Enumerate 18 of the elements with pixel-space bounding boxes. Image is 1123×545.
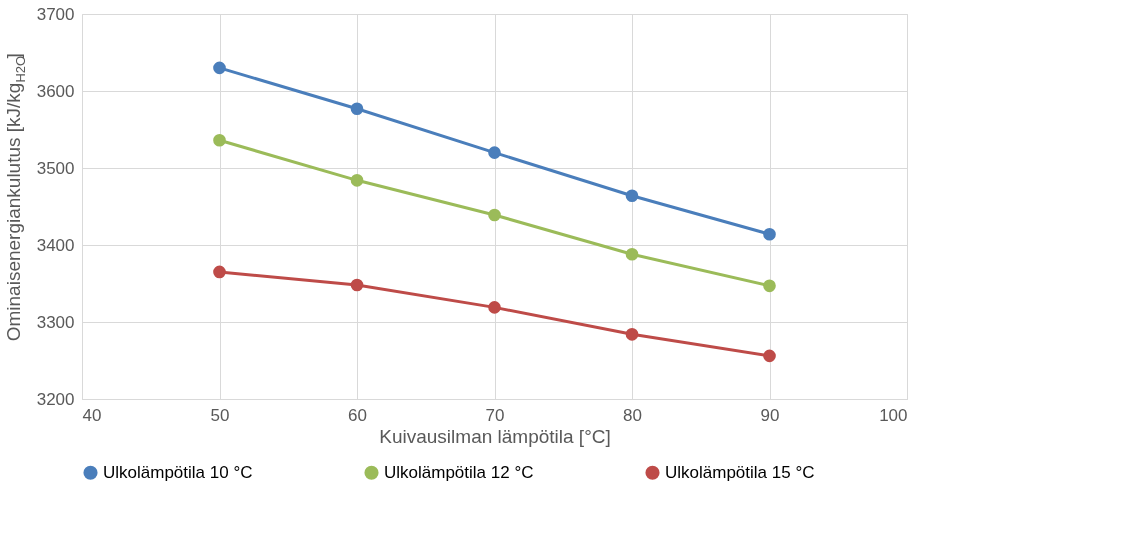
x-tick-label: 100 [879,405,908,425]
legend-label: Ulkolämpötila 12 °C [384,462,534,482]
y-tick-label: 3300 [36,312,75,332]
x-tick-label: 70 [485,405,505,425]
legend-label: Ulkolämpötila 10 °C [103,462,253,482]
x-tick-label: 60 [348,405,367,425]
y-tick-label: 3400 [36,235,75,255]
y-axis-title: Ominaisenergiankulutus [kJ/kgH2O] [3,53,28,342]
x-tick-label: 50 [210,405,230,425]
legend-label: Ulkolämpötila 15 °C [665,462,815,482]
x-tick-label: 90 [760,405,780,425]
y-tick-label: 3700 [36,4,75,24]
x-tick-label: 80 [623,405,642,425]
x-axis-title: Kuivausilman lämpötila [°C] [379,425,611,447]
y-tick-label: 3500 [36,158,75,178]
x-tick-label: 40 [82,405,102,425]
y-tick-label: 3600 [36,81,75,101]
y-tick-label: 3200 [36,389,75,409]
